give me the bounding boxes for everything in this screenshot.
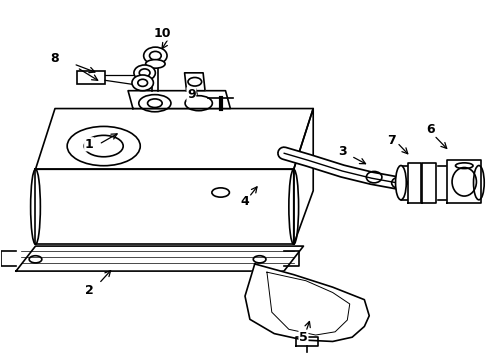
Text: 4: 4 <box>241 195 249 208</box>
Polygon shape <box>294 109 313 244</box>
Text: 1: 1 <box>85 138 94 151</box>
Ellipse shape <box>473 166 484 200</box>
Text: 10: 10 <box>153 27 171 40</box>
Ellipse shape <box>146 60 165 68</box>
Polygon shape <box>35 169 294 244</box>
Ellipse shape <box>289 169 298 244</box>
Text: 6: 6 <box>426 123 435 136</box>
Polygon shape <box>422 163 436 203</box>
Ellipse shape <box>30 169 40 244</box>
Ellipse shape <box>395 166 406 200</box>
Polygon shape <box>408 163 421 203</box>
Polygon shape <box>447 160 481 203</box>
Polygon shape <box>185 73 205 91</box>
Polygon shape <box>35 109 313 169</box>
Polygon shape <box>128 91 230 109</box>
Text: 3: 3 <box>338 145 347 158</box>
Polygon shape <box>401 166 479 200</box>
Polygon shape <box>245 264 369 342</box>
Text: 5: 5 <box>299 331 308 344</box>
Bar <box>77 71 105 84</box>
Polygon shape <box>16 246 303 271</box>
Ellipse shape <box>134 65 155 81</box>
Text: 9: 9 <box>187 88 196 101</box>
Text: 7: 7 <box>387 134 395 147</box>
Ellipse shape <box>132 75 153 91</box>
Ellipse shape <box>144 47 167 64</box>
Text: 2: 2 <box>85 284 94 297</box>
Text: 8: 8 <box>50 52 59 65</box>
